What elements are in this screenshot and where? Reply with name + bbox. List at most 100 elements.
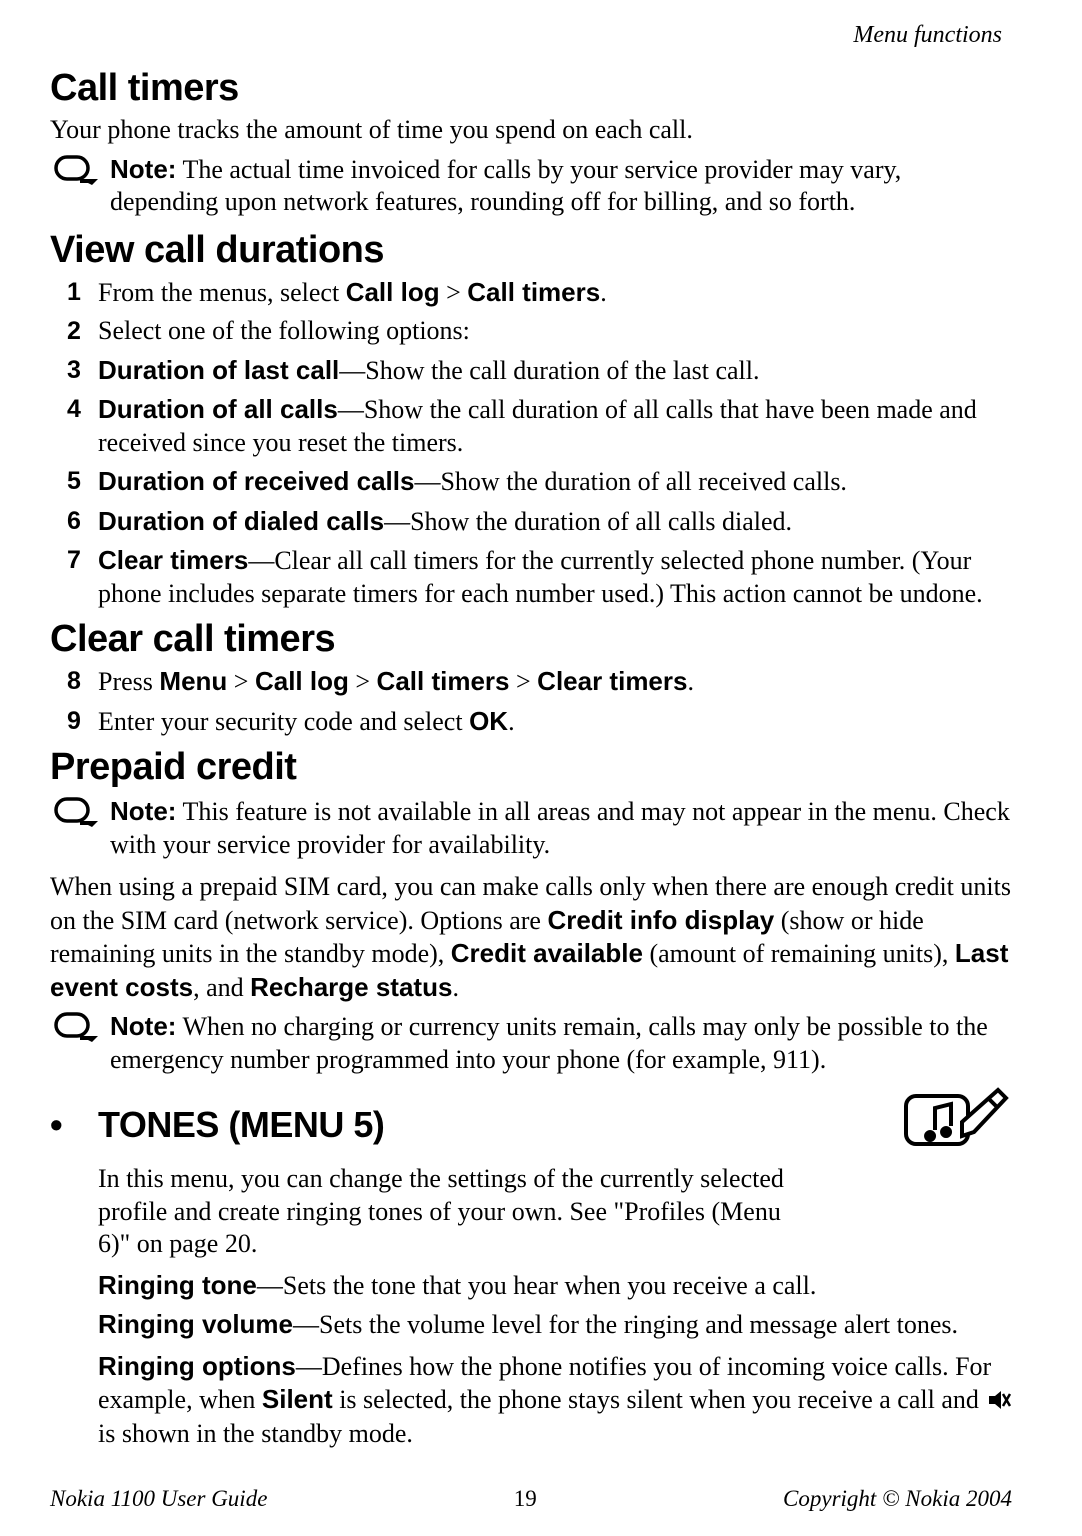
ringing-options: Ringing options—Defines how the phone no… bbox=[98, 1350, 1012, 1451]
note-label: Note: bbox=[110, 796, 176, 826]
t: Menu bbox=[159, 666, 227, 696]
t: Clear timers bbox=[537, 666, 687, 696]
t: . bbox=[687, 667, 694, 696]
heading-tones: TONES (MENU 5) bbox=[98, 1104, 384, 1146]
note-label: Note: bbox=[110, 1011, 176, 1041]
note-icon bbox=[50, 1010, 110, 1046]
note-text: Note: When no charging or currency units… bbox=[110, 1010, 1012, 1076]
t: , and bbox=[193, 973, 250, 1002]
note-prepaid-2: Note: When no charging or currency units… bbox=[50, 1010, 1012, 1076]
t: Ringing tone bbox=[98, 1270, 257, 1300]
note-body: The actual time invoiced for calls by yo… bbox=[110, 155, 901, 217]
step-6: 6 Duration of dialed calls—Show the dura… bbox=[50, 505, 1012, 539]
t: Credit available bbox=[451, 938, 643, 968]
t: —Sets the tone that you hear when you re… bbox=[257, 1271, 817, 1300]
t: > bbox=[440, 278, 468, 307]
step-num: 3 bbox=[50, 354, 98, 388]
step-body: Select one of the following options: bbox=[98, 315, 1012, 348]
step-num: 6 bbox=[50, 505, 98, 539]
t: Call log bbox=[255, 666, 349, 696]
step-body: Duration of all calls—Show the call dura… bbox=[98, 393, 1012, 459]
note-call-timers: Note: The actual time invoiced for calls… bbox=[50, 153, 1012, 219]
note-label: Note: bbox=[110, 154, 176, 184]
step-num: 4 bbox=[50, 393, 98, 459]
step-body: From the menus, select Call log > Call t… bbox=[98, 276, 1012, 310]
t: Enter your security code and select bbox=[98, 707, 469, 736]
ringing-volume: Ringing volume—Sets the volume level for… bbox=[98, 1308, 1012, 1342]
step-5: 5 Duration of received calls—Show the du… bbox=[50, 465, 1012, 499]
t: (amount of remaining units), bbox=[643, 939, 955, 968]
step-body: Duration of last call—Show the call dura… bbox=[98, 354, 1012, 388]
t: Credit info display bbox=[547, 905, 774, 935]
ringing-tone: Ringing tone—Sets the tone that you hear… bbox=[98, 1269, 1012, 1303]
tones-intro: In this menu, you can change the setting… bbox=[98, 1163, 818, 1261]
footer-left: Nokia 1100 User Guide bbox=[50, 1486, 267, 1512]
step-4: 4 Duration of all calls—Show the call du… bbox=[50, 393, 1012, 459]
t: Duration of last call bbox=[98, 355, 339, 385]
step-1: 1 From the menus, select Call log > Call… bbox=[50, 276, 1012, 310]
page-footer: Nokia 1100 User Guide 19 Copyright © Nok… bbox=[50, 1486, 1012, 1512]
t: —Sets the volume level for the ringing a… bbox=[293, 1310, 958, 1339]
t: Duration of dialed calls bbox=[98, 506, 384, 536]
heading-view-durations: View call durations bbox=[50, 229, 1012, 272]
call-timers-intro: Your phone tracks the amount of time you… bbox=[50, 114, 1012, 147]
t: is selected, the phone stays silent when… bbox=[333, 1385, 986, 1414]
step-num: 7 bbox=[50, 544, 98, 610]
t: . bbox=[508, 707, 515, 736]
step-body: Duration of received calls—Show the dura… bbox=[98, 465, 1012, 499]
t: Ringing options bbox=[98, 1351, 296, 1381]
step-num: 5 bbox=[50, 465, 98, 499]
tones-icon bbox=[902, 1086, 1012, 1163]
page-header-section: Menu functions bbox=[50, 22, 1012, 49]
t: Call timers bbox=[467, 277, 600, 307]
t: Duration of all calls bbox=[98, 394, 338, 424]
note-prepaid-1: Note: This feature is not available in a… bbox=[50, 795, 1012, 861]
heading-prepaid: Prepaid credit bbox=[50, 746, 1012, 789]
step-num: 9 bbox=[50, 705, 98, 739]
t: . bbox=[600, 278, 607, 307]
step-body: Press Menu > Call log > Call timers > Cl… bbox=[98, 665, 1012, 699]
step-num: 2 bbox=[50, 315, 98, 348]
t: —Show the duration of all calls dialed. bbox=[384, 507, 792, 536]
heading-clear-timers: Clear call timers bbox=[50, 618, 1012, 661]
step-2: 2 Select one of the following options: bbox=[50, 315, 1012, 348]
t: Clear timers bbox=[98, 545, 248, 575]
note-text: Note: The actual time invoiced for calls… bbox=[110, 153, 1012, 219]
note-icon bbox=[50, 153, 110, 189]
t: OK bbox=[469, 706, 508, 736]
note-text: Note: This feature is not available in a… bbox=[110, 795, 1012, 861]
t: Press bbox=[98, 667, 159, 696]
prepaid-paragraph: When using a prepaid SIM card, you can m… bbox=[50, 871, 1012, 1004]
t: Call timers bbox=[377, 666, 510, 696]
step-3: 3 Duration of last call—Show the call du… bbox=[50, 354, 1012, 388]
t: is shown in the standby mode. bbox=[98, 1419, 413, 1448]
t: From the menus, select bbox=[98, 278, 346, 307]
footer-page-number: 19 bbox=[514, 1486, 537, 1512]
step-9: 9 Enter your security code and select OK… bbox=[50, 705, 1012, 739]
t: Ringing volume bbox=[98, 1309, 293, 1339]
t: > bbox=[349, 667, 377, 696]
footer-right: Copyright © Nokia 2004 bbox=[783, 1486, 1012, 1512]
note-icon bbox=[50, 795, 110, 831]
t: —Show the duration of all received calls… bbox=[414, 467, 846, 496]
t: > bbox=[227, 667, 255, 696]
tones-header-row: • TONES (MENU 5) bbox=[50, 1086, 1012, 1163]
step-body: Clear timers—Clear all call timers for t… bbox=[98, 544, 1012, 610]
note-body: This feature is not available in all are… bbox=[110, 797, 1010, 859]
t: Duration of received calls bbox=[98, 466, 414, 496]
step-7: 7 Clear timers—Clear all call timers for… bbox=[50, 544, 1012, 610]
t: Recharge status bbox=[250, 972, 452, 1002]
note-body: When no charging or currency units remai… bbox=[110, 1012, 988, 1074]
step-num: 8 bbox=[50, 665, 98, 699]
heading-call-timers: Call timers bbox=[50, 67, 1012, 110]
t: > bbox=[510, 667, 538, 696]
step-body: Enter your security code and select OK. bbox=[98, 705, 1012, 739]
t: Silent bbox=[262, 1384, 333, 1414]
step-8: 8 Press Menu > Call log > Call timers > … bbox=[50, 665, 1012, 699]
t: —Show the call duration of the last call… bbox=[339, 356, 759, 385]
step-body: Duration of dialed calls—Show the durati… bbox=[98, 505, 1012, 539]
bullet: • bbox=[50, 1104, 98, 1146]
step-num: 1 bbox=[50, 276, 98, 310]
t: . bbox=[452, 973, 459, 1002]
silent-mode-icon bbox=[985, 1386, 1011, 1419]
